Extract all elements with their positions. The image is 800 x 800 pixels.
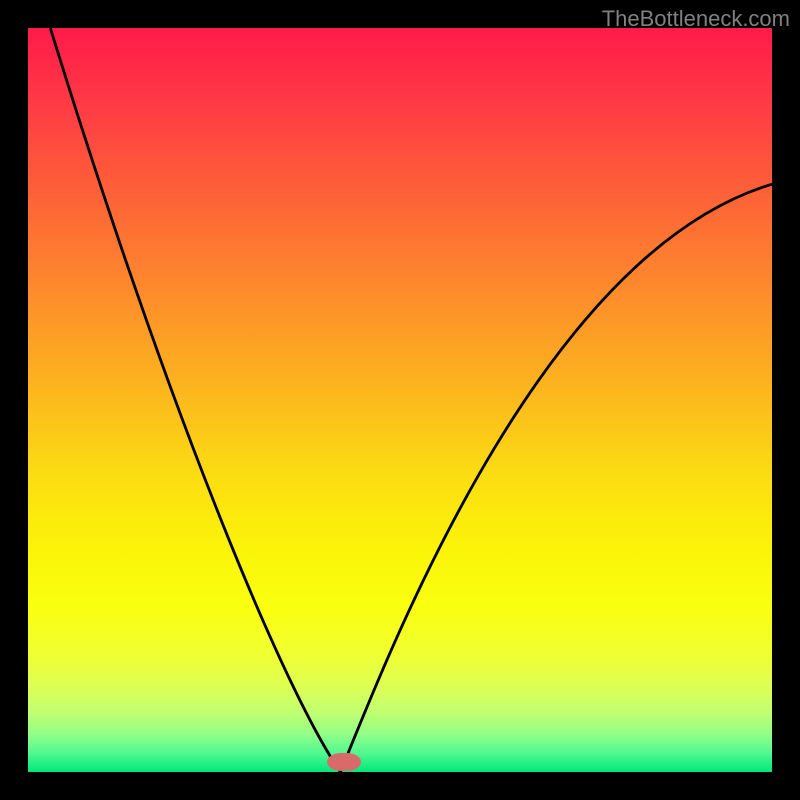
chart-container: TheBottleneck.com [0,0,800,800]
bottleneck-curve [50,28,772,772]
plot-area [28,28,772,772]
curve-overlay [28,28,772,772]
watermark-text: TheBottleneck.com [602,6,790,32]
minimum-marker [327,753,361,771]
